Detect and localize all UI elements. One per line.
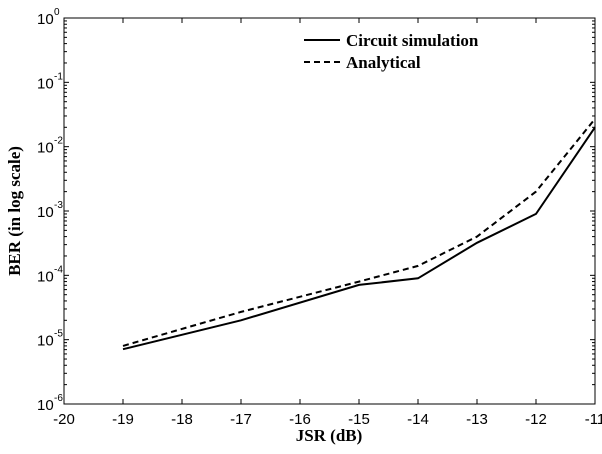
- x-tick-label: -14: [407, 411, 429, 428]
- y-tick-exponent: -5: [54, 329, 63, 340]
- x-tick-label: -11: [585, 411, 602, 428]
- y-tick-exponent: -2: [54, 136, 63, 147]
- legend-label: Analytical: [346, 53, 421, 72]
- x-tick-label: -20: [53, 411, 75, 428]
- x-tick-label: -12: [525, 411, 547, 428]
- y-tick-label: 10: [37, 333, 54, 350]
- y-tick-label: 10: [37, 397, 54, 414]
- legend: Circuit simulation Analytical: [304, 31, 479, 72]
- x-axis: -20 -19 -18 -17 -16 -15 -14 -13 -12 -11: [53, 18, 602, 428]
- y-tick-exponent: 0: [54, 7, 60, 18]
- x-tick-label: -18: [171, 411, 193, 428]
- x-tick-label: -19: [112, 411, 134, 428]
- x-tick-label: -15: [348, 411, 370, 428]
- x-tick-label: -17: [230, 411, 252, 428]
- series-line-circuit-simulation: [122, 126, 596, 351]
- y-tick-exponent: -4: [54, 264, 63, 275]
- x-tick-label: -16: [289, 411, 311, 428]
- y-tick-label: 10: [37, 140, 54, 157]
- series-lines: [122, 118, 596, 351]
- y-tick-label: 10: [37, 204, 54, 221]
- legend-label: Circuit simulation: [346, 31, 479, 50]
- y-tick-exponent: -1: [54, 71, 63, 82]
- x-tick-label: -13: [466, 411, 488, 428]
- y-tick-exponent: -3: [54, 200, 63, 211]
- y-tick-exponent: -6: [54, 393, 63, 404]
- y-axis-title: BER (in log scale): [5, 146, 24, 276]
- y-tick-label: 10: [37, 11, 54, 28]
- series-line-analytical: [122, 118, 596, 347]
- y-tick-label: 10: [37, 75, 54, 92]
- y-tick-label: 10: [37, 268, 54, 285]
- x-axis-title: JSR (dB): [296, 426, 363, 445]
- plot-frame: [63, 17, 596, 405]
